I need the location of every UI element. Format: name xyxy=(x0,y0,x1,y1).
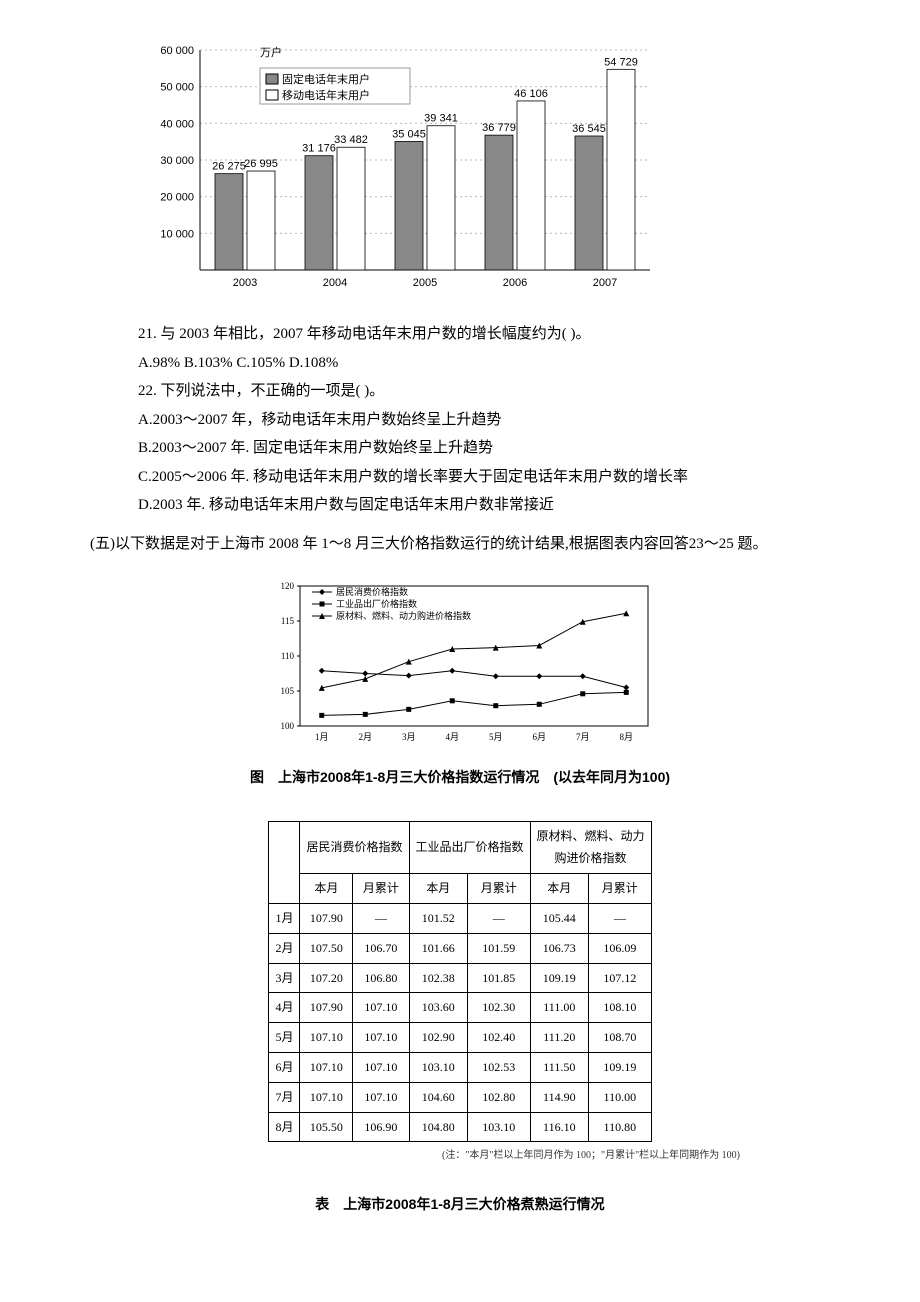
svg-text:2006: 2006 xyxy=(503,277,527,289)
svg-text:2003: 2003 xyxy=(233,277,257,289)
q22-a: A.2003～2007 年，移动电话年末用户数始终呈上升趋势 xyxy=(108,406,860,435)
svg-text:3月: 3月 xyxy=(402,732,416,742)
q22-c: C.2005～2006 年. 移动电话年末用户数的增长率要大于固定电话年末用户数… xyxy=(108,463,860,492)
svg-text:万户: 万户 xyxy=(260,45,282,59)
question-21: 21. 与 2003 年相比，2007 年移动电话年末用户数的增长幅度约为( )… xyxy=(108,320,860,377)
q21-options: A.98% B.103% C.105% D.108% xyxy=(108,349,860,378)
svg-text:固定电话年末用户: 固定电话年末用户 xyxy=(282,72,370,86)
svg-text:40 000: 40 000 xyxy=(160,118,194,130)
svg-text:36 545: 36 545 xyxy=(572,123,606,135)
svg-text:26 995: 26 995 xyxy=(244,158,278,170)
svg-text:46 106: 46 106 xyxy=(514,88,548,100)
svg-text:原材料、燃料、动力购进价格指数: 原材料、燃料、动力购进价格指数 xyxy=(336,610,471,621)
svg-text:31 176: 31 176 xyxy=(302,143,336,155)
table-note: (注："本月"栏以上年同月作为 100；"月累计"栏以上年同期作为 100) xyxy=(180,1146,740,1165)
svg-text:39 341: 39 341 xyxy=(424,113,458,125)
svg-text:35 045: 35 045 xyxy=(392,129,426,141)
svg-text:2007: 2007 xyxy=(593,277,617,289)
q22-d: D.2003 年. 移动电话年末用户数与固定电话年末用户数非常接近 xyxy=(108,491,860,520)
svg-text:54 729: 54 729 xyxy=(604,56,638,68)
svg-text:30 000: 30 000 xyxy=(160,155,194,167)
svg-text:1月: 1月 xyxy=(315,732,329,742)
svg-text:60 000: 60 000 xyxy=(160,45,194,57)
svg-text:工业品出厂价格指数: 工业品出厂价格指数 xyxy=(336,598,417,609)
svg-text:6月: 6月 xyxy=(532,732,546,742)
q22-b: B.2003～2007 年. 固定电话年末用户数始终呈上升趋势 xyxy=(108,434,860,463)
section5-intro: (五)以下数据是对于上海市 2008 年 1～8 月三大价格指数运行的统计结果,… xyxy=(60,530,860,559)
svg-text:110: 110 xyxy=(281,651,295,661)
svg-text:36 779: 36 779 xyxy=(482,122,516,134)
price-table: 居民消费价格指数工业品出厂价格指数原材料、燃料、动力购进价格指数本月月累计本月月… xyxy=(268,821,651,1143)
svg-text:4月: 4月 xyxy=(445,732,459,742)
svg-text:5月: 5月 xyxy=(489,732,503,742)
svg-text:居民消费价格指数: 居民消费价格指数 xyxy=(336,586,408,597)
svg-text:8月: 8月 xyxy=(619,732,633,742)
svg-text:50 000: 50 000 xyxy=(160,82,194,94)
bar-chart: 10 000 20 000 30 000 40 000 50 000 60 000 万户固定… xyxy=(140,40,670,300)
svg-text:7月: 7月 xyxy=(576,732,590,742)
q22-stem: 22. 下列说法中，不正确的一项是( )。 xyxy=(108,377,860,406)
figure-caption: 图 上海市2008年1-8月三大价格指数运行情况 (以去年同月为100) xyxy=(60,764,860,791)
svg-text:115: 115 xyxy=(281,616,295,626)
svg-text:105: 105 xyxy=(281,686,295,696)
line-chart: 100 105 110 115 120 1月 2月 3月 4月 5月 6月 7月 8月 居民消费价格指数工… xyxy=(260,578,660,748)
q21-stem: 21. 与 2003 年相比，2007 年移动电话年末用户数的增长幅度约为( )… xyxy=(108,320,860,349)
question-22: 22. 下列说法中，不正确的一项是( )。 A.2003～2007 年，移动电话… xyxy=(108,377,860,520)
svg-text:26 275: 26 275 xyxy=(212,161,246,173)
svg-text:10 000: 10 000 xyxy=(160,228,194,240)
svg-text:2005: 2005 xyxy=(413,277,437,289)
table-caption: 表 上海市2008年1-8月三大价格煮熟运行情况 xyxy=(60,1191,860,1218)
svg-text:20 000: 20 000 xyxy=(160,192,194,204)
svg-text:120: 120 xyxy=(281,581,295,591)
svg-text:移动电话年末用户: 移动电话年末用户 xyxy=(282,88,370,102)
svg-text:100: 100 xyxy=(281,721,295,731)
svg-text:2月: 2月 xyxy=(358,732,372,742)
svg-text:33 482: 33 482 xyxy=(334,134,368,146)
svg-text:2004: 2004 xyxy=(323,277,347,289)
